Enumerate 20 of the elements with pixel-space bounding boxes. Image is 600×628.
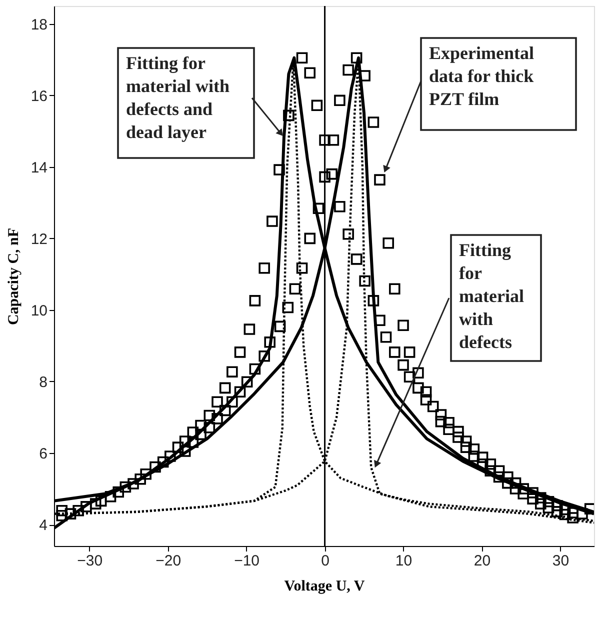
y-tick-label: 6 xyxy=(39,446,48,463)
y-tick-label: 10 xyxy=(30,302,48,320)
annotation: Experimental data for thick PZT film xyxy=(429,43,534,109)
y-tick-label: 8 xyxy=(39,374,48,391)
y-tick-label: 16 xyxy=(30,88,48,105)
annotation: Fitting for material with defects and dead layer xyxy=(126,53,230,142)
y-tick-label: 4 xyxy=(39,517,48,534)
annotation: Fitting for material with defects xyxy=(459,240,524,352)
x-axis-title: Voltage U, V xyxy=(284,578,365,594)
x-tick-label: 0 xyxy=(321,552,330,570)
y-tick-label: 18 xyxy=(30,16,48,34)
y-tick-label: 14 xyxy=(30,159,48,176)
x-tick-label: 10 xyxy=(395,552,412,570)
y-axis-title: Capacity C, nF xyxy=(6,228,22,326)
y-tick-label: 12 xyxy=(30,230,48,248)
x-tick-label: 30 xyxy=(552,552,570,570)
x-tick-label: −30 xyxy=(77,552,103,570)
x-tick-label: −10 xyxy=(234,552,260,570)
x-tick-label: 20 xyxy=(474,552,491,570)
x-tick-label: −20 xyxy=(156,552,182,570)
